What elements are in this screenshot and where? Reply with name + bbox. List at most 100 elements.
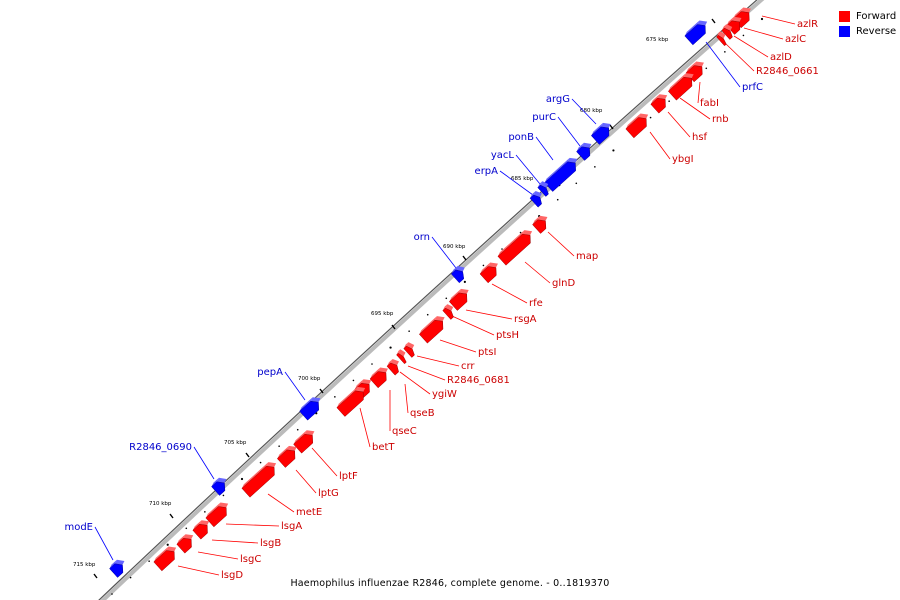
gene-label-glnd: glnD [552,278,575,289]
gene-top-face [716,31,721,37]
gene-top-face [153,546,169,562]
gene-bett[interactable] [336,386,366,417]
gene-tip-face [434,316,445,322]
gene-tip-face [488,262,498,268]
gene-label-ptsh: ptsH [496,330,519,341]
leader-line [197,551,239,560]
gene-arrow [109,563,124,578]
gene-tip-face [266,462,277,468]
gene-lsgc[interactable] [176,534,194,554]
gene-label-lsgc: lsgC [240,554,261,565]
gene-arrow [396,352,407,365]
gene-lsga[interactable] [205,502,229,528]
gene-lsgb[interactable] [192,520,210,540]
gene-label-r2846-0690: R2846_0690 [129,442,192,453]
tick-mark [594,166,596,168]
gene-pepa[interactable] [299,397,321,421]
tick-mark [352,379,355,382]
tick-mark [371,363,373,365]
gene-tip-face [445,304,454,311]
gene-glnd[interactable] [497,230,533,266]
gene-fabi[interactable] [685,61,704,83]
tick-mark [185,527,188,530]
gene-azld[interactable] [721,24,733,40]
gene-lptf[interactable] [293,430,315,454]
gene-tip-face [458,288,469,294]
leader-line [451,315,495,336]
gene-prfc[interactable] [684,20,708,46]
scale-label: 710 kbp [149,501,172,507]
gene-tip-face [361,379,372,385]
gene-erpa[interactable] [529,191,542,208]
gene-r2846-0661[interactable] [716,31,727,47]
tick-mark [760,17,764,21]
tick-mark [129,576,132,579]
leader-line [416,355,460,367]
gene-arrow [590,126,610,145]
gene-crr[interactable] [403,342,415,358]
leader-line [667,111,691,138]
gene-tip-face [199,520,210,526]
gene-orn[interactable] [450,265,465,284]
gene-arrow [418,319,444,344]
gene-ybgi[interactable] [625,113,649,139]
gene-ponb[interactable] [544,157,578,192]
gene-ygiw[interactable] [386,359,399,376]
gene-label-azld: azlD [770,52,792,63]
gene-arrow [625,117,647,139]
gene-mode[interactable] [109,559,125,578]
gene-label-ptsi: ptsI [478,347,496,358]
gene-arrow [192,523,208,540]
leader-line [491,283,528,304]
gene-lptg[interactable] [276,445,297,468]
gene-arrow [667,76,693,101]
tick-mark [222,494,225,497]
gene-rsga[interactable] [448,288,469,311]
gene-top-face [721,24,727,31]
gene-purc[interactable] [576,142,592,161]
gene-arrow [276,449,296,468]
leader-line [177,565,220,576]
gene-r2846-0681[interactable] [396,349,407,365]
gene-top-face [293,430,307,445]
scale-label: 690 kbp [443,244,466,250]
gene-tip-face [166,546,177,552]
gene-tip-face [741,7,751,13]
leader-line [211,539,259,544]
gene-mete[interactable] [241,462,277,498]
gene-hsf[interactable] [650,94,668,114]
tick-mark [742,34,745,37]
gene-top-face [109,559,117,569]
forward-swatch [839,11,850,22]
gene-label-map: map [576,251,598,262]
major-tick [245,452,250,458]
gene-label-rnb: rnb [712,114,729,125]
gene-arrow [442,307,454,320]
gene-argg[interactable] [590,122,611,145]
gene-top-face [497,230,525,257]
gene-yacl[interactable] [537,181,549,197]
leader-line [399,371,431,395]
gene-azlc[interactable] [726,16,742,35]
gene-tip-face [216,477,227,483]
gene-ptsh[interactable] [442,304,454,320]
gene-arrow [532,219,547,234]
gene-tip-face [657,94,668,100]
gene-map[interactable] [532,215,548,234]
tick-mark [278,445,280,447]
gene-arrow [211,481,226,496]
gene-label-purc: purC [532,112,556,123]
gene-rnb[interactable] [667,73,694,101]
gene-top-face [451,265,458,274]
tick-mark [426,313,429,316]
gene-top-face [176,534,186,545]
gene-r2846-0690[interactable] [211,477,227,496]
gene-rfe[interactable] [479,262,498,284]
legend-reverse: Reverse [839,24,896,39]
gene-arrow [529,194,542,208]
gene-lsgd[interactable] [153,546,177,572]
tick-mark [612,149,615,152]
gene-ptsi[interactable] [418,316,445,344]
gene-qseb[interactable] [369,367,388,389]
gene-azlr[interactable] [732,7,751,29]
